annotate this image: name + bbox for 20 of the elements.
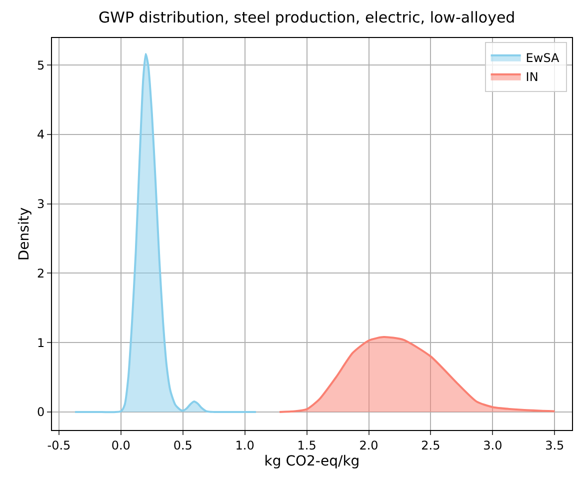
x-tick-label: 1.5 bbox=[297, 438, 316, 452]
x-tick-label: 0.0 bbox=[111, 438, 130, 452]
x-tick-label: 2.0 bbox=[359, 438, 378, 452]
x-tick-label: 3.0 bbox=[483, 438, 502, 452]
y-tick-label: 0 bbox=[36, 405, 45, 420]
y-axis-title: Density bbox=[16, 207, 33, 261]
y-tick-label: 5 bbox=[36, 58, 45, 72]
chart-title: GWP distribution, steel production, electric, low-alloyed bbox=[98, 8, 516, 26]
x-tick-label: 1.0 bbox=[235, 438, 254, 452]
legend-label: EwSA bbox=[526, 51, 560, 66]
x-axis-title: kg CO2-eq/kg bbox=[264, 454, 360, 470]
x-tick-label: 3.5 bbox=[545, 438, 564, 452]
legend-label: IN bbox=[526, 70, 538, 84]
x-tick-label: 2.5 bbox=[421, 438, 440, 452]
x-tick-label: -0.5 bbox=[47, 438, 71, 452]
y-tick-label: 4 bbox=[36, 128, 45, 142]
y-tick-label: 3 bbox=[36, 197, 45, 212]
y-tick-label: 2 bbox=[36, 266, 45, 280]
x-tick-label: 0.5 bbox=[173, 438, 192, 452]
y-tick-label: 1 bbox=[36, 336, 45, 350]
